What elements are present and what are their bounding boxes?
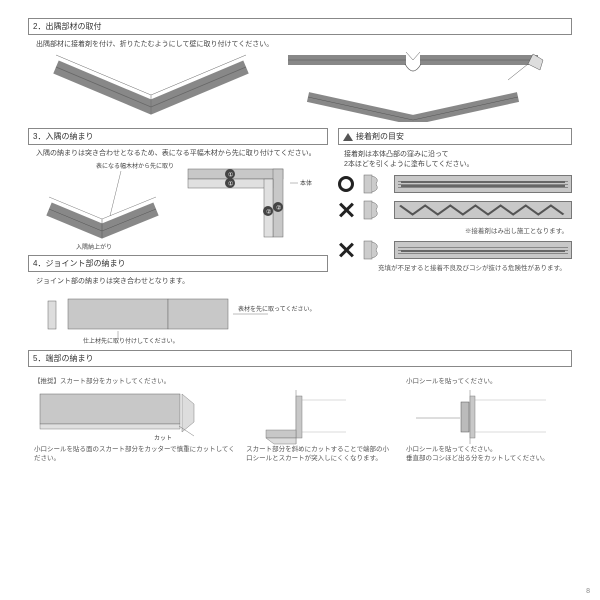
svg-text:本体: 本体 xyxy=(300,179,312,187)
section-5-title: 5．端部の納まり xyxy=(28,350,572,367)
section-3-instruction: 入隅の納まりは突き合わせとなるため、表になる平幅木材から先に取り付けてください。 xyxy=(36,149,328,158)
warn-caption-mid: ※接着剤はみ出し施工となります。 xyxy=(338,225,568,235)
sec5-caption-r2: 垂直部のコシほど出る分をカットしてください。 xyxy=(406,455,566,463)
adhesive-good-panel xyxy=(394,175,572,193)
diagram-inside-corner-iso: 表になる幅木材から先に取り付ける 入隅納上がり xyxy=(34,161,174,251)
svg-text:②: ② xyxy=(276,205,281,212)
svg-text:②: ② xyxy=(266,209,271,216)
section-adhesive-guide: 接着剤の目安 接着剤は本体凸部の窪みに沿って 2本ほどを引くように塗布してくださ… xyxy=(338,128,572,344)
section-4-instruction: ジョイント部の納まりは突き合わせとなります。 xyxy=(36,276,328,286)
adhesive-thin-panel xyxy=(394,241,572,259)
bad-mark-icon xyxy=(338,202,354,218)
section-2-instruction: 出隅部材に接着剤を付け、折りたたむようにして壁に取り付けてください。 xyxy=(36,39,572,49)
svg-text:①: ① xyxy=(228,172,233,179)
profile-icon xyxy=(362,239,386,261)
section-4: 4．ジョイント部の納まり ジョイント部の納まりは突き合わせとなります。 表材を先… xyxy=(28,255,328,344)
sec5-left-heading: 【推奨】スカート部分をカットしてください。 xyxy=(34,375,392,385)
sec5-caption-r1: 小口シールを貼ってください。 xyxy=(406,446,566,454)
svg-text:表になる幅木材から先に取り付ける: 表になる幅木材から先に取り付ける xyxy=(96,162,174,170)
bad-mark-icon xyxy=(338,242,354,258)
section-5: 5．端部の納まり 【推奨】スカート部分をカットしてください。 カット 小口シール… xyxy=(28,350,572,463)
sec5-caption-m: スカート部分を斜めにカットすることで端部の小口シールとスカートが突入しにくくなり… xyxy=(246,446,392,463)
profile-icon xyxy=(362,199,386,221)
svg-text:入隅納上がり: 入隅納上がり xyxy=(76,243,112,251)
section-2: 2．出隅部材の取付 出隅部材に接着剤を付け、折りたたむようにして壁に取り付けてく… xyxy=(28,18,572,128)
svg-text:仕上材先に取り付けしてください。: 仕上材先に取り付けしてください。 xyxy=(83,337,179,344)
diagram-skirt-angle xyxy=(246,388,356,446)
diagram-end-seal xyxy=(406,388,556,446)
sec5-caption-l: 小口シールを貼る面のスカート部分をカッターで慎重にカットしてください。 xyxy=(34,446,238,463)
section-3-title: 3．入隅の納まり xyxy=(28,128,328,145)
warn-line2: 2本ほどを引くように塗布してください。 xyxy=(344,159,572,169)
warn-caption-bottom: 充填が不足すると接着不良及びコシが抜ける危険性があります。 xyxy=(378,265,570,273)
profile-icon xyxy=(362,173,386,195)
good-mark-icon xyxy=(338,176,354,192)
diagram-joint: 表材を先に取ってください。 仕上材先に取り付けしてください。 xyxy=(38,289,318,344)
svg-text:カット: カット xyxy=(154,435,172,442)
diagram-outside-corner-fold xyxy=(36,52,266,122)
diagram-inside-corner-plan: ① ② ① ② 本体 xyxy=(180,161,320,251)
section-2-title: 2．出隅部材の取付 xyxy=(28,18,572,35)
diagram-skirt-cut: カット xyxy=(34,388,204,446)
adhesive-zigzag-panel xyxy=(394,201,572,219)
section-3: 3．入隅の納まり 入隅の納まりは突き合わせとなるため、表になる平幅木材から先に取… xyxy=(28,128,328,251)
warn-line1: 接着剤は本体凸部の窪みに沿って xyxy=(344,149,572,159)
diagram-outside-corner-install xyxy=(278,52,548,122)
warning-icon xyxy=(343,133,353,141)
section-4-title: 4．ジョイント部の納まり xyxy=(28,255,328,272)
warn-title: 接着剤の目安 xyxy=(338,128,572,145)
sec5-right-heading: 小口シールを貼ってください。 xyxy=(406,375,566,385)
svg-text:表材を先に取ってください。: 表材を先に取ってください。 xyxy=(238,305,316,313)
page-number: 8 xyxy=(586,588,590,595)
svg-text:①: ① xyxy=(228,181,233,188)
